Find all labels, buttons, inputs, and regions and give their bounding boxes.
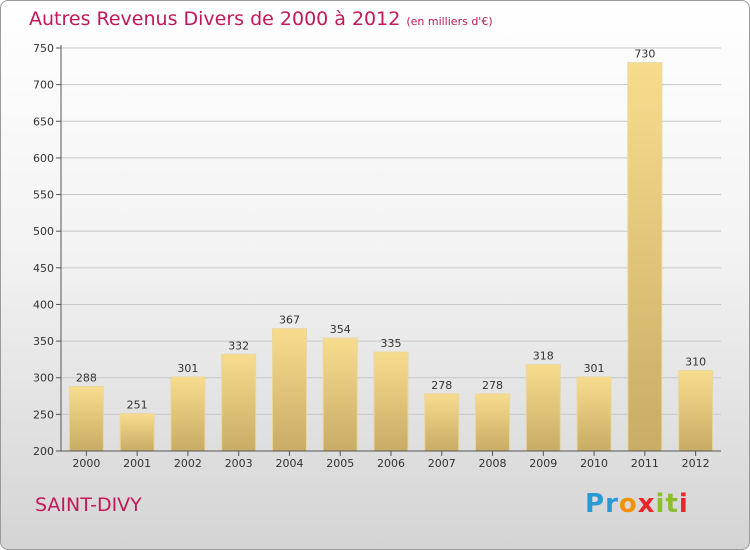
y-tick-label: 550 [33, 189, 54, 202]
x-tick-label-2011: 2011 [631, 457, 659, 470]
x-tick-label-2010: 2010 [580, 457, 608, 470]
value-label-2012: 310 [685, 355, 706, 368]
x-tick-label-2005: 2005 [326, 457, 354, 470]
logo-letter: r [605, 489, 619, 519]
x-tick-label-2002: 2002 [174, 457, 202, 470]
value-label-2004: 367 [279, 314, 300, 327]
x-tick-label-2004: 2004 [275, 457, 303, 470]
value-label-2005: 354 [330, 323, 351, 336]
y-tick-label: 300 [33, 372, 54, 385]
value-label-2001: 251 [127, 399, 148, 412]
bar-2001 [119, 413, 155, 452]
bar-2010 [576, 376, 612, 452]
logo-letter: o [618, 489, 638, 519]
value-label-2003: 332 [228, 339, 249, 352]
y-tick-label: 450 [33, 262, 54, 275]
logo-letter: i [655, 489, 666, 519]
bar-2005 [322, 337, 358, 452]
y-tick-label: 750 [33, 42, 54, 55]
y-tick-label: 500 [33, 225, 54, 238]
x-tick-label-2000: 2000 [72, 457, 100, 470]
chart-title: Autres Revenus Divers de 2000 à 2012 (en … [29, 8, 493, 30]
bar-2008 [475, 393, 511, 452]
proxiti-logo: Proxiti [585, 489, 689, 519]
y-tick-label: 250 [33, 408, 54, 421]
value-label-2008: 278 [482, 379, 503, 392]
y-tick-label: 350 [33, 335, 54, 348]
bar-2007 [424, 393, 460, 452]
logo-letter: i [678, 489, 689, 519]
x-tick-label-2009: 2009 [529, 457, 557, 470]
bars [68, 62, 714, 452]
value-label-2009: 318 [533, 350, 554, 363]
value-labels: 288 251 301 332 367 354 335 278 278 318 301 730 310 [76, 48, 706, 412]
x-tick-label-2007: 2007 [428, 457, 456, 470]
x-tick-label-2006: 2006 [377, 457, 405, 470]
y-tick-label: 650 [33, 115, 54, 128]
bar-2003 [221, 353, 257, 452]
bar-2012 [678, 369, 714, 452]
bar-2011 [627, 62, 663, 452]
value-label-2006: 335 [381, 337, 402, 350]
bar-2004 [271, 328, 307, 452]
x-tick-label-2003: 2003 [225, 457, 253, 470]
y-tick-label: 400 [33, 298, 54, 311]
y-tick-label: 200 [33, 445, 54, 458]
y-tick-label: 600 [33, 152, 54, 165]
y-axis: 200 250 300 350 400 450 500 550 600 650 700 750 [33, 42, 62, 458]
x-axis: 2000 2001 2002 2003 2004 2005 2006 2007 2008 2009… [61, 450, 721, 470]
value-label-2011: 730 [634, 48, 655, 61]
title-text: Autres Revenus Divers de 2000 à 2012 [29, 8, 401, 30]
bar-2009 [525, 364, 561, 452]
logo-letter: t [665, 489, 679, 519]
value-label-2000: 288 [76, 372, 97, 385]
value-label-2007: 278 [431, 379, 452, 392]
x-tick-label-2012: 2012 [682, 457, 710, 470]
y-tick-label: 700 [33, 79, 54, 92]
title-unit: (en milliers d'€) [406, 15, 493, 28]
bar-2000 [68, 386, 104, 452]
x-tick-label-2001: 2001 [123, 457, 151, 470]
value-label-2010: 301 [584, 362, 605, 375]
value-label-2002: 301 [177, 362, 198, 375]
bar-2002 [170, 376, 206, 452]
bar-2006 [373, 351, 409, 452]
logo-letter: x [637, 489, 656, 519]
logo-letter: P [585, 489, 606, 519]
x-tick-label-2008: 2008 [479, 457, 507, 470]
place-name: SAINT-DIVY [35, 494, 142, 516]
